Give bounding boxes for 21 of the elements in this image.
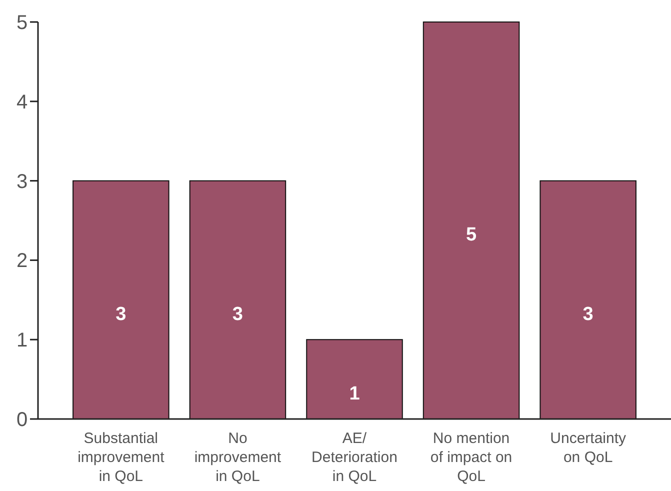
y-tick-label: 3 bbox=[16, 170, 28, 193]
x-tick-label: Uncertainty on QoL bbox=[550, 430, 627, 466]
bar bbox=[422, 22, 520, 420]
bar bbox=[72, 180, 170, 420]
y-tick-label: 1 bbox=[16, 330, 28, 352]
data-label: 1 bbox=[349, 383, 360, 404]
y-tick-label: 5 bbox=[16, 12, 28, 34]
x-tick-label: No mention of impact on QoL bbox=[430, 430, 512, 485]
data-label: 3 bbox=[232, 304, 243, 325]
bar bbox=[540, 180, 636, 420]
y-tick-label: 4 bbox=[16, 91, 28, 114]
y-tick-label: 0 bbox=[16, 409, 28, 431]
x-tick-label: AE/ Deterioration in QoL bbox=[312, 430, 398, 485]
bar bbox=[306, 339, 403, 420]
y-tick-label: 2 bbox=[16, 250, 28, 272]
data-label: 3 bbox=[116, 304, 126, 325]
bar bbox=[189, 180, 286, 420]
x-tick-label: No improvement in QoL bbox=[194, 430, 282, 485]
data-label: 3 bbox=[582, 304, 594, 325]
x-tick-label: Substantial improvement in QoL bbox=[78, 430, 166, 485]
data-label: 5 bbox=[466, 224, 477, 246]
